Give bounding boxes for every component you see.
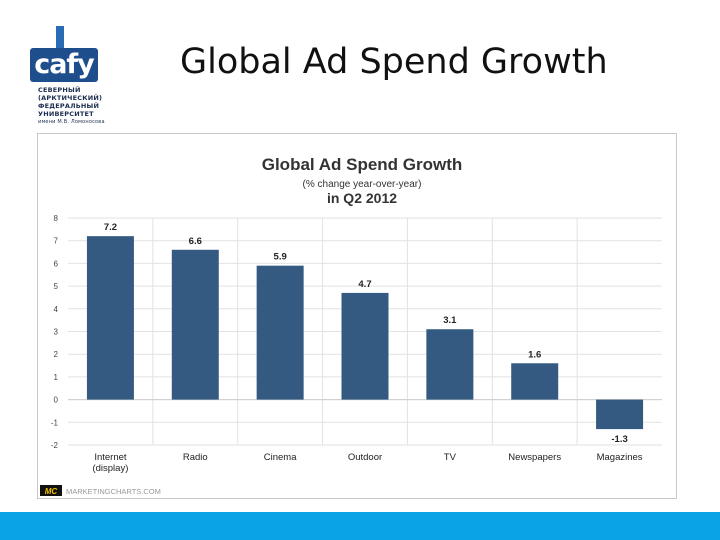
y-tick-label: -1 <box>51 418 59 427</box>
bar-value-label: 1.6 <box>528 349 541 360</box>
bar <box>426 329 474 400</box>
bar <box>86 236 134 400</box>
logo-line: ФЕДЕРАЛЬНЫЙ <box>38 102 100 110</box>
bar <box>341 292 389 400</box>
brand-text: MARKETINGCHARTS.COM <box>66 487 161 496</box>
y-tick-label: 1 <box>54 373 59 382</box>
bar-chart: Global Ad Spend Growth (% change year-ove… <box>40 155 662 506</box>
y-tick-label: -2 <box>51 441 59 450</box>
chart-frame: Global Ad Spend Growth (% change year-ove… <box>37 133 677 506</box>
bar <box>511 363 559 400</box>
y-tick-label: 6 <box>54 259 59 268</box>
logo-line: УНИВЕРСИТЕТ <box>38 110 94 118</box>
logo-subline: имени М.В. Ломоносова <box>38 119 105 125</box>
x-tick-label: Newspapers <box>508 452 561 463</box>
logo-text: СЕВЕРНЫЙ (АРКТИЧЕСКИЙ) ФЕДЕРАЛЬНЫЙ УНИВЕ… <box>38 86 108 126</box>
bar-value-label: 3.1 <box>443 315 457 326</box>
bar-value-label: 4.7 <box>358 279 371 290</box>
bar <box>596 399 644 430</box>
bar-value-label: -1.3 <box>611 434 627 445</box>
bar-value-label: 5.9 <box>274 252 287 263</box>
x-tick-label: Magazines <box>597 452 643 463</box>
x-tick-label: Internet (display) <box>92 452 128 474</box>
y-tick-label: 4 <box>54 305 59 314</box>
logo-tower-icon <box>56 26 64 50</box>
y-tick-label: 7 <box>54 237 59 246</box>
x-tick-label: Cinema <box>264 452 297 463</box>
y-tick-label: 5 <box>54 282 59 291</box>
y-tick-label: 8 <box>54 214 59 223</box>
y-tick-label: 0 <box>54 396 59 405</box>
x-tick-label: Radio <box>183 452 208 463</box>
x-tick-label: Outdoor <box>348 452 382 463</box>
y-tick-label: 2 <box>54 350 59 359</box>
chart-title: Global Ad Spend Growth <box>262 155 463 174</box>
bar-value-label: 7.2 <box>104 222 117 233</box>
bar <box>256 265 304 400</box>
footer-bar <box>0 512 720 540</box>
x-tick-label: TV <box>444 452 457 463</box>
logo-mark: cafy <box>30 48 98 82</box>
brand-badge <box>40 485 62 496</box>
university-logo: cafy СЕВЕРНЫЙ (АРКТИЧЕСКИЙ) ФЕДЕРАЛЬНЫЙ … <box>28 26 108 132</box>
y-tick-label: 3 <box>54 328 59 337</box>
chart-source: Source: Nielsen <box>330 497 386 498</box>
logo-line: СЕВЕРНЫЙ <box>38 86 81 94</box>
bar <box>171 249 219 400</box>
chart-period: in Q2 2012 <box>327 190 397 206</box>
brand-badge-text: MC <box>45 487 58 496</box>
chart-subtitle: (% change year-over-year) <box>303 179 422 190</box>
slide-title: Global Ad Spend Growth <box>180 42 608 82</box>
bar-value-label: 6.6 <box>189 236 202 247</box>
logo-line: (АРКТИЧЕСКИЙ) <box>38 94 103 102</box>
